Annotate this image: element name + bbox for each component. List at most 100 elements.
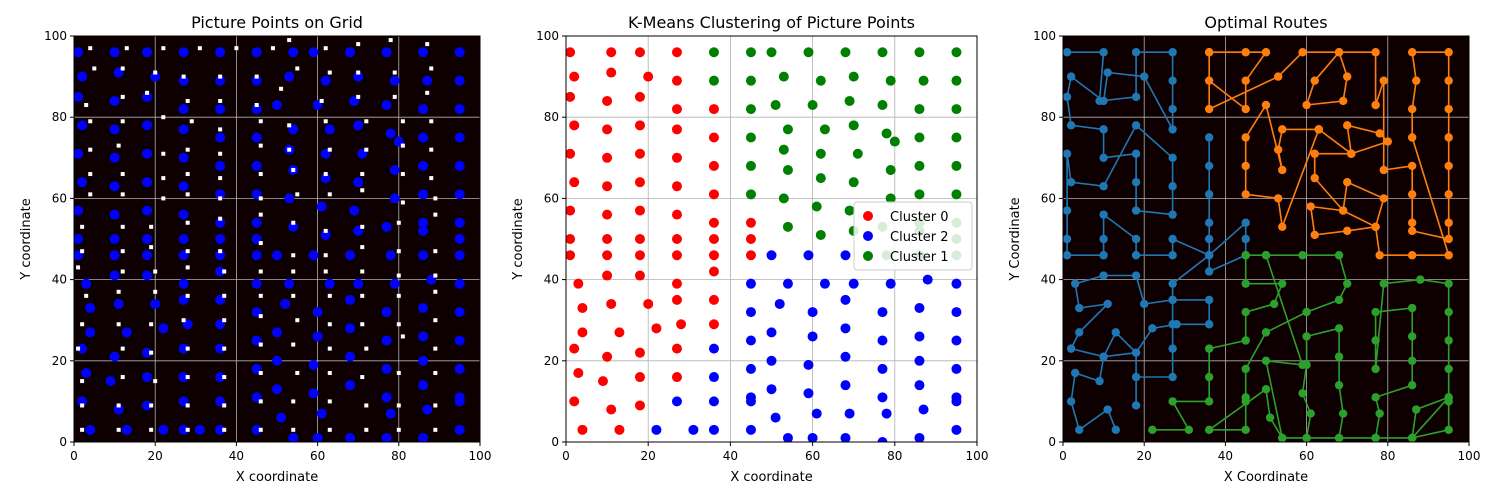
grid-marker	[327, 346, 332, 351]
grid-marker	[185, 346, 190, 351]
route-point	[1343, 279, 1352, 288]
grid-marker	[392, 94, 397, 99]
data-point	[877, 100, 888, 111]
grid-marker	[120, 224, 125, 229]
data-point	[215, 424, 226, 435]
grid-marker	[364, 147, 369, 152]
grid-marker	[153, 70, 158, 75]
grid-marker	[80, 403, 85, 408]
data-point	[381, 432, 392, 442]
route-point	[1343, 121, 1352, 130]
route-point	[1075, 328, 1084, 337]
data-point	[766, 384, 777, 395]
route-point	[1168, 397, 1177, 406]
grid-marker	[234, 46, 239, 51]
grid-marker	[258, 269, 263, 274]
grid-marker	[181, 318, 186, 323]
grid-marker	[181, 74, 186, 79]
route-point	[1168, 344, 1177, 353]
data-point	[807, 331, 818, 342]
data-point	[807, 432, 818, 442]
data-point	[815, 75, 826, 86]
data-point	[251, 104, 262, 115]
plot-area	[1063, 36, 1469, 442]
data-point	[215, 250, 226, 261]
data-point	[353, 177, 364, 188]
data-point	[745, 234, 756, 244]
route-point	[1140, 72, 1149, 81]
data-point	[345, 380, 356, 391]
data-point	[803, 359, 814, 370]
grid-marker	[197, 46, 202, 51]
data-point	[454, 363, 465, 374]
grid-marker	[149, 350, 154, 355]
route-point	[1371, 364, 1380, 374]
grid-marker	[218, 98, 223, 103]
data-point	[844, 95, 855, 106]
grid-marker	[116, 427, 121, 432]
route-point	[1148, 425, 1157, 435]
route-point	[1444, 307, 1453, 317]
grid-marker	[360, 293, 365, 298]
data-point	[643, 298, 654, 309]
grid-marker	[425, 42, 430, 47]
y-tick-label: 80	[544, 110, 559, 124]
data-point	[877, 392, 888, 403]
route-point	[1168, 279, 1177, 288]
data-point	[566, 47, 576, 58]
grid-marker	[80, 427, 85, 432]
data-point	[320, 75, 331, 86]
route-point	[1066, 397, 1076, 406]
data-point	[284, 71, 295, 82]
data-point	[569, 343, 580, 354]
route-point	[1241, 48, 1250, 57]
route-point	[1070, 368, 1080, 378]
data-point	[770, 412, 781, 423]
route-point	[1261, 251, 1271, 260]
grid-marker	[327, 322, 332, 327]
data-point	[385, 408, 396, 419]
data-point	[312, 307, 323, 318]
data-point	[885, 193, 896, 204]
data-point	[381, 307, 392, 318]
x-tick-label: 60	[805, 449, 820, 463]
x-tick-label: 80	[1380, 449, 1395, 463]
route-point	[1131, 401, 1141, 410]
route-point	[1310, 173, 1319, 183]
data-point	[634, 120, 645, 131]
data-point	[142, 148, 153, 159]
data-point	[577, 424, 588, 435]
route-point	[1204, 320, 1214, 329]
data-point	[745, 396, 756, 407]
data-point	[113, 404, 124, 415]
data-point	[634, 91, 645, 102]
legend-marker	[863, 211, 873, 221]
chart-title: Optimal Routes	[1204, 13, 1327, 32]
data-point	[914, 331, 925, 342]
data-point	[381, 335, 392, 346]
route-point	[1407, 433, 1417, 442]
y-axis-label: Y coordinate	[511, 198, 526, 280]
legend-label: Cluster 0	[890, 210, 949, 225]
data-point	[745, 132, 756, 143]
grid-marker	[185, 403, 190, 408]
y-tick-label: 100	[44, 29, 67, 43]
grid-marker	[258, 399, 263, 404]
data-point	[215, 217, 226, 228]
route-point	[1407, 190, 1417, 199]
route-point	[1371, 433, 1380, 442]
route-point	[1371, 222, 1380, 232]
data-point	[566, 205, 576, 216]
route-point	[1407, 161, 1417, 171]
grid-marker	[323, 253, 328, 258]
grid-marker	[323, 172, 328, 177]
route-point	[1063, 149, 1072, 158]
grid-marker	[388, 38, 393, 43]
data-point	[121, 424, 132, 435]
grid-marker	[396, 249, 401, 254]
x-tick-label: 100	[1458, 449, 1481, 463]
grid-marker	[429, 176, 434, 181]
data-point	[634, 47, 645, 58]
route-point	[1241, 190, 1250, 199]
data-point	[634, 372, 645, 383]
